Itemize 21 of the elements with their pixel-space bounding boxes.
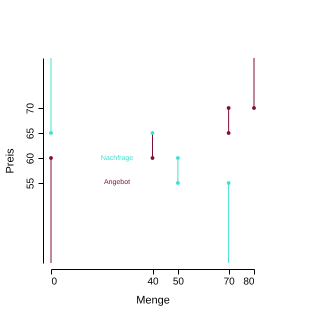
point xyxy=(226,131,230,135)
y-tick-label: 65 xyxy=(26,128,36,140)
x-tick-label: 50 xyxy=(172,276,184,288)
y-tick-label: 55 xyxy=(26,178,36,190)
point xyxy=(176,181,180,185)
y-axis-title: Preis xyxy=(4,148,16,174)
x-tick-label: 70 xyxy=(224,276,236,288)
point xyxy=(49,156,53,160)
point xyxy=(49,131,53,135)
point xyxy=(176,156,180,160)
x-tick-label: 40 xyxy=(147,276,159,288)
x-tick-label: 80 xyxy=(243,276,255,288)
y-tick-label: 60 xyxy=(26,152,36,164)
point xyxy=(226,106,230,110)
point xyxy=(150,156,154,160)
y-tick-label: 70 xyxy=(26,102,36,114)
x-axis-title: Menge xyxy=(136,294,170,306)
point xyxy=(150,131,154,135)
x-tick-label: 0 xyxy=(52,276,58,288)
point xyxy=(226,181,230,185)
point xyxy=(252,106,256,110)
